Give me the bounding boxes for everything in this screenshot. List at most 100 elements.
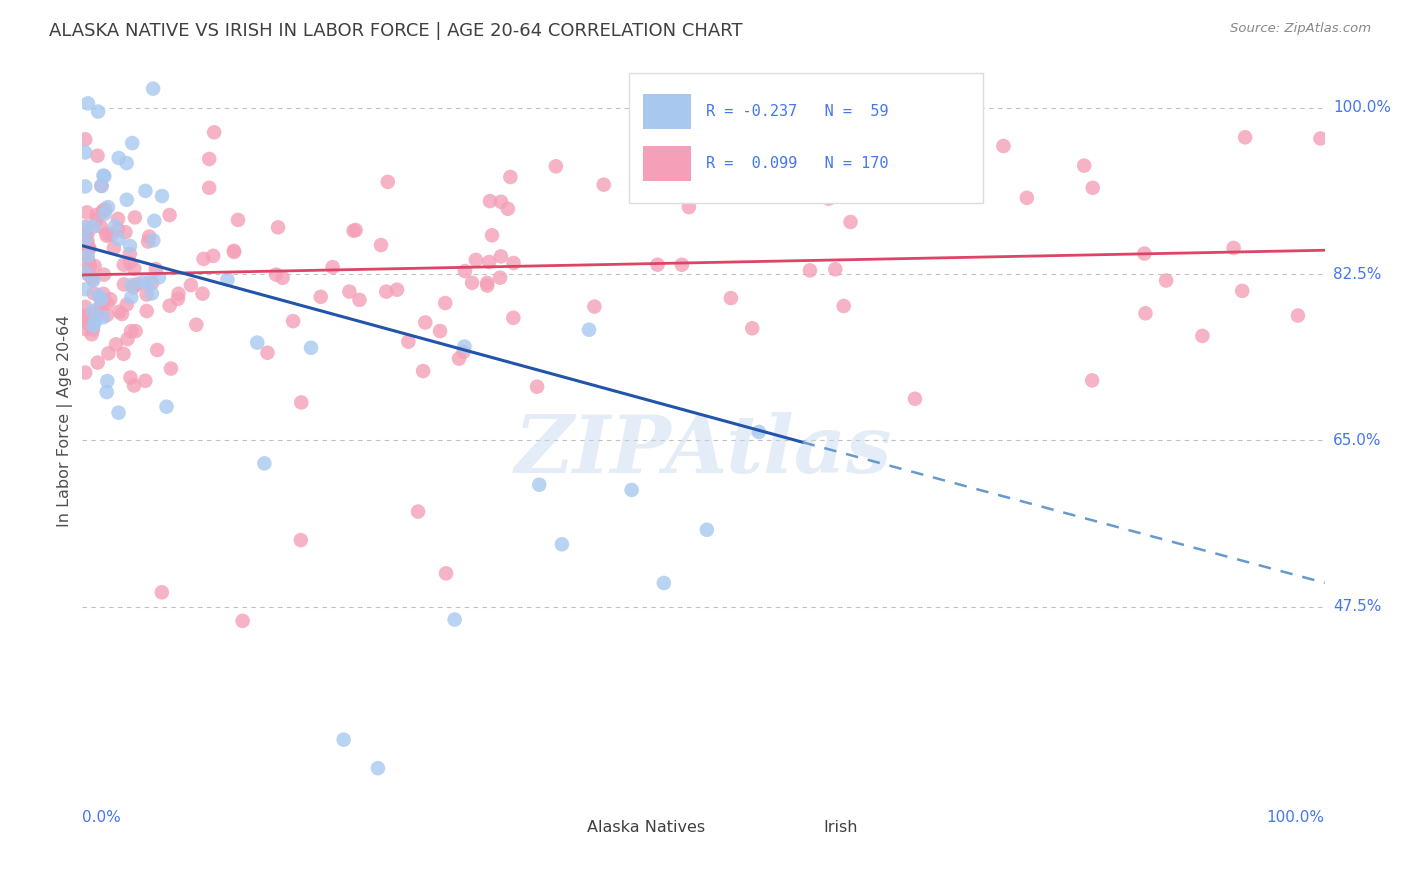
Point [104, 337, 127, 351]
Point [75, 220, 97, 235]
Point [434, 296, 457, 310]
Point [367, 761, 389, 775]
Point [96, 227, 118, 241]
Point [76, 205, 98, 219]
Point [107, 406, 129, 420]
Point [224, 244, 246, 259]
Point [652, 576, 675, 591]
Point [454, 264, 477, 278]
Point [322, 260, 344, 274]
Point [678, 200, 700, 214]
Point [1135, 306, 1157, 320]
Point [620, 483, 643, 497]
Point [84, 305, 107, 319]
Point [375, 285, 398, 299]
Point [75, 309, 97, 323]
Point [87, 104, 110, 119]
Point [75, 219, 97, 234]
Point [180, 278, 202, 293]
Text: Alaska Natives: Alaska Natives [588, 820, 706, 835]
Point [1081, 181, 1104, 195]
Point [82, 273, 104, 287]
Point [290, 533, 312, 547]
Point [544, 159, 567, 173]
Point [90, 178, 112, 193]
Point [1154, 273, 1177, 287]
Point [191, 286, 214, 301]
Point [136, 235, 159, 249]
Point [90, 292, 112, 306]
Point [90, 219, 112, 234]
Point [396, 334, 419, 349]
Text: R =  0.099   N = 170: R = 0.099 N = 170 [706, 156, 889, 171]
Text: ALASKA NATIVE VS IRISH IN LABOR FORCE | AGE 20-64 CORRELATION CHART: ALASKA NATIVE VS IRISH IN LABOR FORCE | … [49, 22, 742, 40]
Point [93, 268, 115, 282]
Point [202, 125, 225, 139]
Point [146, 343, 169, 357]
Point [748, 425, 770, 439]
Point [83, 259, 105, 273]
Bar [644, 145, 690, 181]
Point [583, 300, 606, 314]
Point [79, 241, 101, 255]
Point [135, 304, 157, 318]
Point [75, 145, 97, 160]
Point [253, 456, 276, 470]
Point [434, 566, 457, 581]
Point [77, 96, 100, 111]
Point [97, 346, 120, 360]
Text: 100.0%: 100.0% [1333, 100, 1391, 115]
Point [91, 297, 114, 311]
Point [122, 378, 145, 392]
Point [114, 225, 136, 239]
Point [124, 324, 146, 338]
Point [96, 228, 118, 243]
Point [96, 308, 118, 322]
Point [817, 192, 839, 206]
Point [77, 254, 100, 268]
Point [112, 347, 135, 361]
Point [82, 318, 104, 333]
Point [75, 179, 97, 194]
Point [489, 194, 512, 209]
Point [77, 249, 100, 263]
Text: 0.0%: 0.0% [82, 811, 121, 825]
Point [86, 208, 108, 222]
Point [447, 351, 470, 366]
Point [150, 189, 173, 203]
Point [77, 241, 100, 255]
Text: 100.0%: 100.0% [1267, 811, 1324, 825]
Point [75, 282, 97, 296]
Point [75, 322, 97, 336]
Point [82, 272, 104, 286]
Point [86, 306, 108, 320]
Point [578, 323, 600, 337]
Point [120, 290, 142, 304]
Text: Irish: Irish [824, 820, 858, 835]
Point [824, 262, 846, 277]
Point [412, 364, 434, 378]
Point [107, 211, 129, 226]
Point [1222, 241, 1244, 255]
Bar [644, 94, 690, 129]
Point [477, 278, 499, 293]
Point [93, 286, 115, 301]
Point [942, 169, 965, 183]
Point [111, 307, 134, 321]
Point [96, 385, 118, 400]
Point [75, 132, 97, 146]
Point [264, 268, 287, 282]
Point [104, 219, 127, 234]
Point [75, 265, 97, 279]
Point [499, 169, 522, 184]
Point [90, 179, 112, 194]
Point [696, 523, 718, 537]
Y-axis label: In Labor Force | Age 20-64: In Labor Force | Age 20-64 [58, 315, 73, 527]
Point [121, 136, 143, 150]
Point [75, 265, 97, 279]
Point [142, 81, 165, 95]
Point [75, 235, 97, 249]
Point [1286, 309, 1309, 323]
Point [138, 229, 160, 244]
Point [143, 214, 166, 228]
